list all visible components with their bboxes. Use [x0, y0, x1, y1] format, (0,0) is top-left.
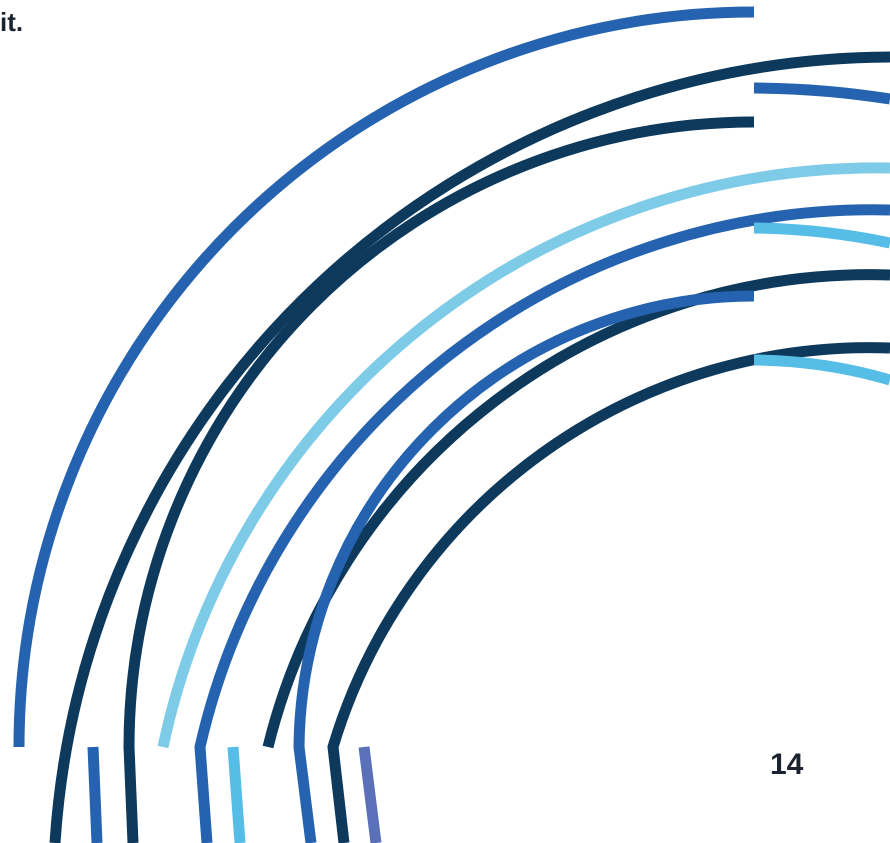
- arc-outer-dark-navy: [49, 51, 890, 843]
- arc-cyan-2: [227, 746, 246, 843]
- arc-cyan-1: [753, 222, 890, 249]
- arc-dark-navy-4: [327, 342, 890, 843]
- arc-mid-blue-4: [194, 204, 890, 843]
- arc-mid-blue-5: [293, 290, 755, 843]
- arc-mid-blue-2: [753, 82, 890, 105]
- arc-cyan-3: [753, 354, 890, 386]
- page-number: 14: [770, 748, 804, 781]
- arc-violet-1: [358, 746, 382, 843]
- arc-outer-mid-blue: [13, 6, 755, 748]
- arc-mid-blue-3: [87, 746, 103, 843]
- arc-dark-navy-2: [123, 116, 755, 843]
- arc-light-blue-1: [157, 162, 890, 749]
- body-text-fragment: it.: [0, 7, 24, 37]
